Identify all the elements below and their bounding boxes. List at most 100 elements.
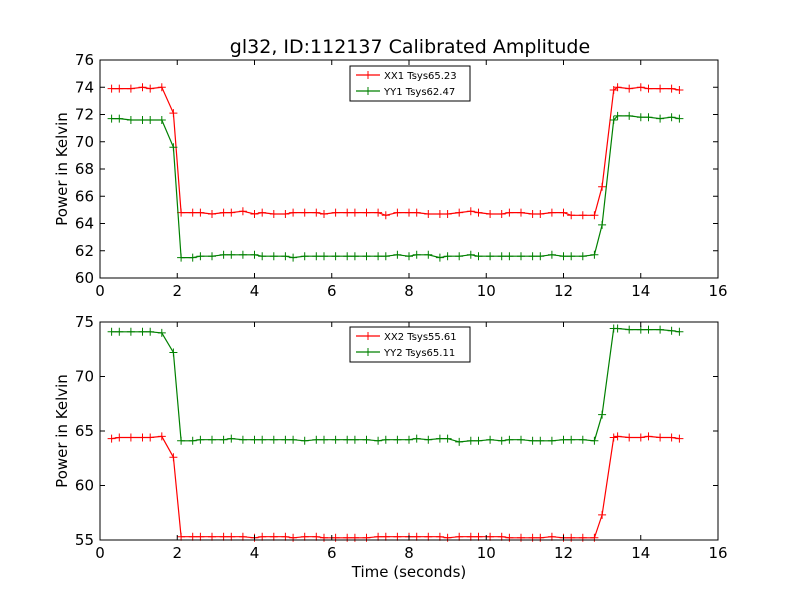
data-point xyxy=(177,532,186,541)
data-point xyxy=(300,208,309,217)
data-point xyxy=(146,116,155,124)
y-tick-label: 72 xyxy=(75,106,94,124)
data-point xyxy=(590,250,599,259)
y-tick-label: 64 xyxy=(75,215,94,233)
y-tick-label: 76 xyxy=(75,51,94,69)
data-point xyxy=(126,327,135,336)
y-tick-label: 55 xyxy=(75,531,94,549)
data-point xyxy=(405,252,413,261)
data-point xyxy=(312,532,321,541)
data-point xyxy=(644,325,653,334)
data-point xyxy=(424,210,433,218)
data-point xyxy=(312,208,321,217)
data-point xyxy=(486,435,495,444)
data-point xyxy=(667,326,676,335)
data-point xyxy=(455,252,464,261)
data-point xyxy=(567,211,576,220)
data-point xyxy=(466,532,475,541)
data-point xyxy=(443,210,452,218)
data-point xyxy=(343,208,352,217)
legend-marker xyxy=(364,332,372,340)
data-point xyxy=(138,327,147,336)
data-point xyxy=(107,327,116,336)
data-point xyxy=(227,208,236,217)
data-point xyxy=(613,432,622,441)
data-point xyxy=(188,208,197,217)
x-tick-label: 8 xyxy=(404,544,414,562)
legend-label: YY1 Tsys62.47 xyxy=(383,87,455,98)
x-tick-label: 12 xyxy=(554,544,573,562)
data-point xyxy=(157,83,166,92)
x-tick-label: 2 xyxy=(172,544,182,562)
y-tick-label: 75 xyxy=(75,313,94,331)
x-tick-label: 0 xyxy=(95,544,105,562)
data-point xyxy=(146,327,155,336)
y-tick-label: 68 xyxy=(75,160,94,178)
data-point xyxy=(443,434,452,443)
data-point xyxy=(238,207,247,216)
data-point xyxy=(625,433,634,442)
data-point xyxy=(675,114,684,123)
data-point xyxy=(598,182,607,191)
data-point xyxy=(590,211,599,220)
data-point xyxy=(320,435,328,444)
data-point xyxy=(613,111,622,120)
data-point xyxy=(331,252,340,261)
data-point xyxy=(578,252,587,261)
data-point xyxy=(466,436,475,445)
data-point xyxy=(435,532,444,541)
data-point xyxy=(405,208,413,217)
data-point xyxy=(567,252,576,261)
data-point xyxy=(115,84,124,93)
data-point xyxy=(196,208,205,217)
data-point xyxy=(609,116,618,124)
data-point xyxy=(636,433,645,442)
y-tick-label: 66 xyxy=(75,187,94,205)
chart-title: gl32, ID:112137 Calibrated Amplitude xyxy=(230,36,590,58)
data-point xyxy=(536,210,545,218)
data-point xyxy=(497,436,506,445)
data-point xyxy=(374,532,383,541)
legend-label: XX2 Tsys55.61 xyxy=(384,332,457,343)
data-point xyxy=(126,84,135,93)
data-point xyxy=(455,208,464,217)
data-point xyxy=(115,433,124,442)
data-point xyxy=(188,532,197,541)
data-point xyxy=(208,532,216,541)
legend-label: XX1 Tsys65.23 xyxy=(384,71,457,82)
x-tick-label: 0 xyxy=(95,282,105,300)
data-point xyxy=(238,532,247,541)
legend-marker xyxy=(364,87,372,95)
data-point xyxy=(474,208,483,217)
data-point xyxy=(547,208,556,217)
data-point xyxy=(107,114,116,123)
x-tick-label: 6 xyxy=(327,282,337,300)
data-point xyxy=(667,433,676,442)
data-point xyxy=(405,435,413,444)
bottom-plot-axes: 0 2 4 6 8 10 12 14 16 55 60 65 70 75 xyxy=(75,313,728,562)
data-point xyxy=(435,210,444,218)
legend-box xyxy=(349,326,471,363)
data-point xyxy=(598,220,607,229)
data-point xyxy=(559,435,568,444)
data-point xyxy=(281,252,290,261)
data-point xyxy=(505,208,514,217)
data-point xyxy=(656,114,665,123)
data-point xyxy=(609,433,618,442)
data-point xyxy=(208,435,216,444)
data-point xyxy=(362,435,371,444)
data-point xyxy=(644,84,653,93)
legend-marker xyxy=(364,348,372,356)
top-plot-series xyxy=(107,83,684,262)
data-point xyxy=(590,436,599,445)
data-point xyxy=(625,111,634,120)
x-tick-label: 4 xyxy=(250,544,260,562)
data-point xyxy=(536,252,545,261)
data-point xyxy=(107,434,116,443)
data-point xyxy=(343,435,352,444)
data-point xyxy=(196,532,205,541)
data-point xyxy=(258,435,267,444)
data-point xyxy=(486,252,495,261)
